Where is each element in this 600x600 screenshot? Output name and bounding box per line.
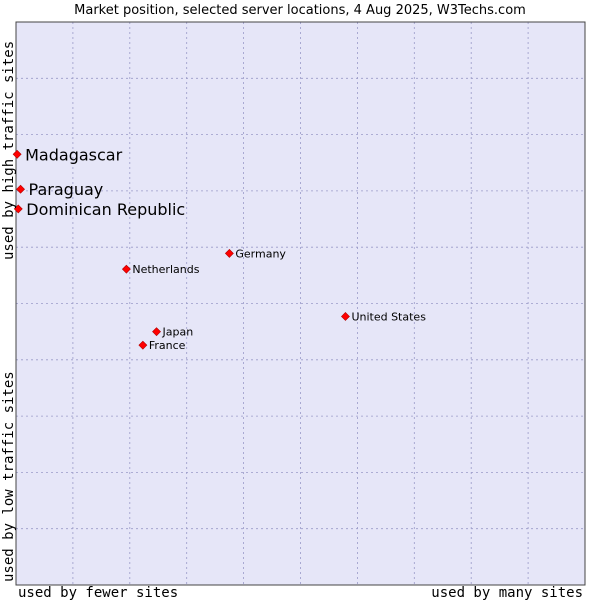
data-point-japan (152, 327, 161, 337)
x-axis-label-right: used by many sites (431, 585, 583, 600)
data-label-france: France (149, 339, 186, 352)
y-axis-label-top: used by high traffic sites (1, 41, 17, 260)
data-point-paraguay (16, 184, 25, 194)
data-label-paraguay: Paraguay (29, 180, 104, 199)
data-label-germany: Germany (235, 247, 286, 260)
data-point-germany (224, 248, 234, 258)
data-point-dominican-republic (13, 204, 23, 214)
chart-title: Market position, selected server locatio… (74, 3, 526, 18)
data-point-united-states (341, 312, 350, 321)
grid-lines (16, 22, 585, 585)
data-label-japan: Japan (162, 326, 194, 339)
data-label-madagascar: Madagascar (25, 145, 122, 164)
plot-border (15, 21, 586, 586)
data-label-dominican-republic: Dominican Republic (26, 200, 185, 219)
data-point-madagascar (12, 149, 22, 159)
x-axis-label-left: used by fewer sites (18, 585, 178, 600)
data-label-united-states: United States (351, 310, 426, 323)
data-point-france (138, 340, 148, 350)
data-point-netherlands (121, 264, 131, 274)
y-axis-label-bottom: used by low traffic sites (1, 371, 17, 582)
data-label-netherlands: Netherlands (132, 263, 199, 276)
